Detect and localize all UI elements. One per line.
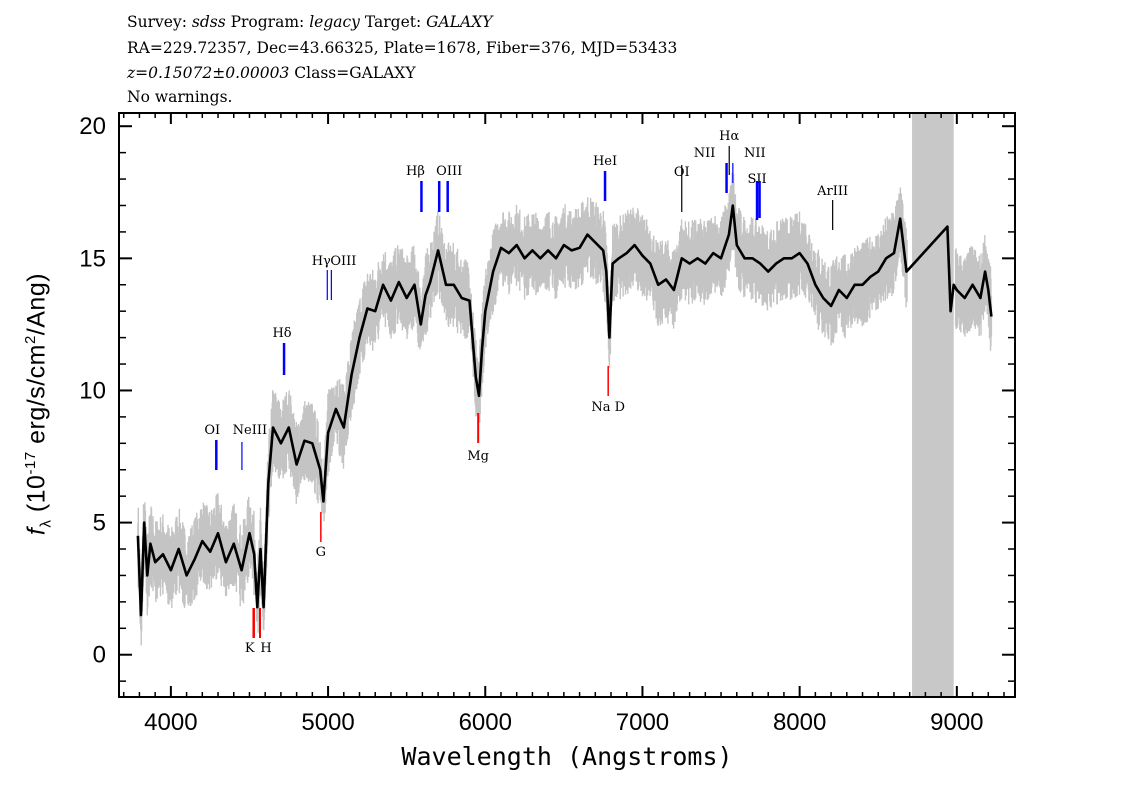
flux-line [136, 204, 993, 617]
redshift-value: z=0.15072±0.00003 [127, 64, 290, 82]
ylabel-exp2: 2 [22, 335, 39, 345]
survey-label: Survey: [127, 13, 187, 31]
x-tick-label: 6000 [459, 709, 512, 736]
y-tick-label: 5 [93, 510, 106, 537]
x-tick-label: 8000 [773, 709, 826, 736]
target-label: Target: [364, 13, 422, 31]
ylabel-unit-mid: erg/s/cm [22, 344, 51, 452]
ylabel-unit-post: /Ang) [22, 272, 51, 336]
line-label: OIII [436, 164, 462, 179]
line-label: NeIII [233, 423, 267, 438]
ylabel-exp: -17 [22, 451, 39, 475]
line-label: Mg [467, 449, 489, 464]
line-label: Hα [719, 129, 739, 144]
program-value: legacy [309, 13, 360, 31]
masked-region [912, 113, 954, 697]
header-line-redshift: z=0.15072±0.00003 Class=GALAXY [127, 63, 416, 83]
survey-value: sdss [191, 13, 226, 31]
line-label: NII [744, 146, 766, 161]
y-tick-label: 0 [93, 642, 106, 669]
line-label: NII [694, 146, 716, 161]
ylabel-f: f [22, 527, 51, 536]
x-tick-label: 5000 [301, 709, 354, 736]
line-label: ArIII [816, 184, 848, 199]
line-label: H [260, 641, 271, 656]
line-label: OI [204, 423, 220, 438]
line-label: Hβ [406, 164, 425, 179]
x-tick-label: 9000 [930, 709, 983, 736]
class-value: Class=GALAXY [294, 64, 416, 82]
line-label: OIII [330, 254, 356, 269]
y-tick-label: 20 [79, 113, 106, 140]
x-tick-label: 7000 [616, 709, 669, 736]
line-label: Hδ [272, 326, 291, 341]
program-label: Program: [230, 13, 305, 31]
line-label: Hγ [312, 254, 331, 269]
line-label: K [245, 641, 255, 656]
x-tick-label: 4000 [144, 709, 197, 736]
line-label: HeI [593, 154, 617, 169]
x-axis-label: Wavelength (Angstroms) [401, 742, 733, 771]
line-label: OI [674, 165, 690, 180]
header-line-survey: Survey: sdss Program: legacy Target: GAL… [127, 12, 493, 32]
header-line-coords: RA=229.72357, Dec=43.66325, Plate=1678, … [127, 39, 678, 57]
header-line-warnings: No warnings. [127, 88, 233, 106]
line-label: Na D [591, 400, 625, 415]
ylabel-sub: λ [37, 519, 55, 528]
y-tick-label: 10 [79, 377, 106, 404]
ylabel-unit-pre: (10 [22, 474, 51, 520]
y-tick-label: 15 [79, 245, 106, 272]
line-label: G [316, 545, 326, 560]
line-label: SII [747, 172, 766, 187]
plot-frame [118, 112, 1016, 698]
target-value: GALAXY [426, 13, 493, 31]
y-axis-label: fλ (10-17 erg/s/cm2/Ang) [22, 273, 54, 535]
